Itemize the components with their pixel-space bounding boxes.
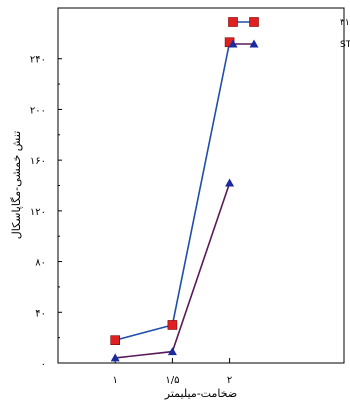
data-point-triangle xyxy=(167,347,177,356)
series-line-0 xyxy=(114,42,231,341)
y-tick-label: ۴۰ xyxy=(35,308,46,319)
y-tick-label: ۸۰ xyxy=(35,258,46,269)
y-axis-title: تنش خمشی-مگاپاسکال xyxy=(10,131,23,239)
x-axis-title: ضخامت-میلیمتر xyxy=(164,387,237,400)
y-tick-label: ۲۴۰ xyxy=(30,55,46,66)
legend-marker-square xyxy=(228,17,238,27)
legend-label: فولاد ضد زنگ ۳۱۶ xyxy=(340,16,350,28)
y-tick-label: ۱۶۰ xyxy=(30,156,46,167)
legend-marker-triangle xyxy=(249,39,259,48)
y-tick-label: ۱۲۰ xyxy=(30,207,46,218)
data-point-triangle xyxy=(110,353,120,362)
x-axis-ticks: ۱ ۱/۵ ۲ xyxy=(113,358,232,386)
x-tick-label: ۱/۵ xyxy=(165,375,179,386)
y-tick-label: ۲۰۰ xyxy=(30,105,46,116)
x-tick-label: ۱ xyxy=(113,375,118,386)
series-line-1 xyxy=(115,182,231,359)
data-point-square xyxy=(110,335,120,345)
legend-label: فولاد کربنی ST۳۷ xyxy=(340,40,350,50)
legend: فولاد ضد زنگ ۳۱۶ فولاد کربنی ST۳۷ xyxy=(228,16,350,50)
legend-marker-square xyxy=(249,17,259,27)
data-point-triangle xyxy=(225,178,235,187)
y-axis-ticks: ۰ ۴۰ ۸۰ ۱۲۰ ۱۶۰ ۲۰۰ ۲۴۰ xyxy=(30,55,62,370)
data-point-square xyxy=(167,320,178,330)
y-tick-label: ۰ xyxy=(41,359,46,370)
legend-marker-triangle xyxy=(228,39,238,48)
series-layer xyxy=(110,37,235,362)
x-tick-label: ۲ xyxy=(227,375,232,386)
